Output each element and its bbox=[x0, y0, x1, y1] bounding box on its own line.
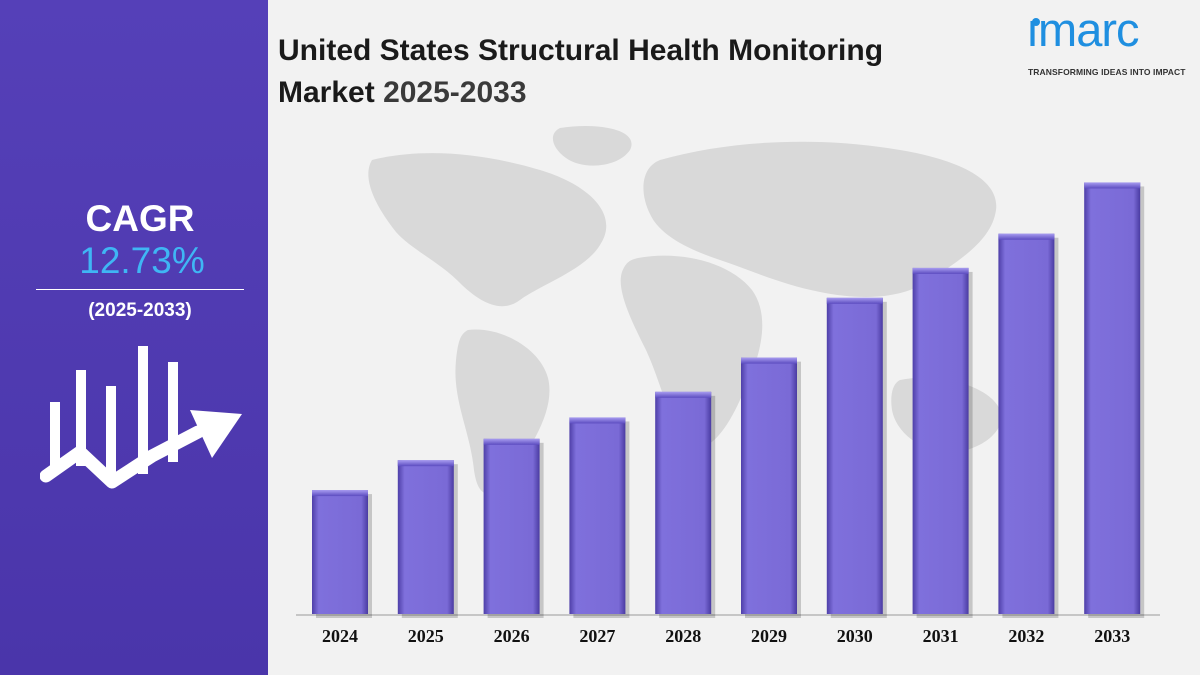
bar-top-2031 bbox=[912, 267, 969, 274]
growth-chart-icon bbox=[40, 346, 242, 489]
x-tick-label: 2032 bbox=[1008, 626, 1044, 646]
logo-dot bbox=[1032, 18, 1040, 26]
bar-top-2033 bbox=[1084, 182, 1141, 189]
x-tick-label: 2024 bbox=[322, 626, 358, 646]
chart-title: United States Structural Health Monitori… bbox=[278, 30, 1018, 114]
bar-2033 bbox=[1084, 182, 1141, 615]
cagr-period: (2025-2033) bbox=[88, 300, 192, 321]
bar-top-2024 bbox=[312, 490, 368, 497]
x-tick-label: 2031 bbox=[923, 626, 959, 646]
x-tick-label: 2025 bbox=[408, 626, 444, 646]
sidebar: CAGR 12.73% (2025-2033) bbox=[0, 0, 268, 675]
bar-2027 bbox=[569, 417, 626, 614]
logo-tagline: TRANSFORMING IDEAS INTO IMPACT bbox=[1028, 67, 1186, 77]
x-tick-label: 2027 bbox=[579, 626, 615, 646]
bar-top-2029 bbox=[741, 357, 797, 364]
bar-top-2032 bbox=[998, 233, 1055, 240]
x-tick-label: 2030 bbox=[837, 626, 873, 646]
bar-top-2026 bbox=[483, 438, 540, 445]
x-tick-label: 2033 bbox=[1094, 626, 1130, 646]
world-map-background bbox=[368, 126, 1002, 494]
title-line-2: Market 2025-2033 bbox=[278, 72, 1018, 114]
x-tick-label: 2029 bbox=[751, 626, 787, 646]
bar-top-2030 bbox=[826, 297, 883, 304]
bar-2026 bbox=[483, 438, 540, 614]
cagr-value: 12.73% bbox=[79, 240, 205, 281]
title-range: 2025-2033 bbox=[383, 76, 527, 109]
bar-2030 bbox=[826, 297, 883, 614]
bar-2028 bbox=[655, 391, 712, 614]
cagr-divider bbox=[36, 289, 244, 290]
bar-top-2028 bbox=[655, 391, 712, 398]
title-line-1: United States Structural Health Monitori… bbox=[278, 34, 884, 67]
x-tick-label: 2028 bbox=[665, 626, 701, 646]
bar-top-2027 bbox=[569, 417, 626, 424]
bar-2032 bbox=[998, 233, 1055, 614]
bar-2024 bbox=[312, 490, 368, 614]
x-tick-label: 2026 bbox=[494, 626, 530, 646]
imarc-logo: ımarc TRANSFORMING IDEAS INTO IMPACT bbox=[1022, 3, 1194, 80]
bar-2031 bbox=[912, 267, 969, 614]
cagr-label: CAGR bbox=[85, 198, 195, 239]
bar-2029 bbox=[741, 357, 797, 614]
logo-wordmark: ımarc bbox=[1026, 3, 1139, 56]
title-market: Market bbox=[278, 76, 375, 109]
bar-top-2025 bbox=[397, 460, 454, 467]
bar-2025 bbox=[397, 460, 454, 614]
